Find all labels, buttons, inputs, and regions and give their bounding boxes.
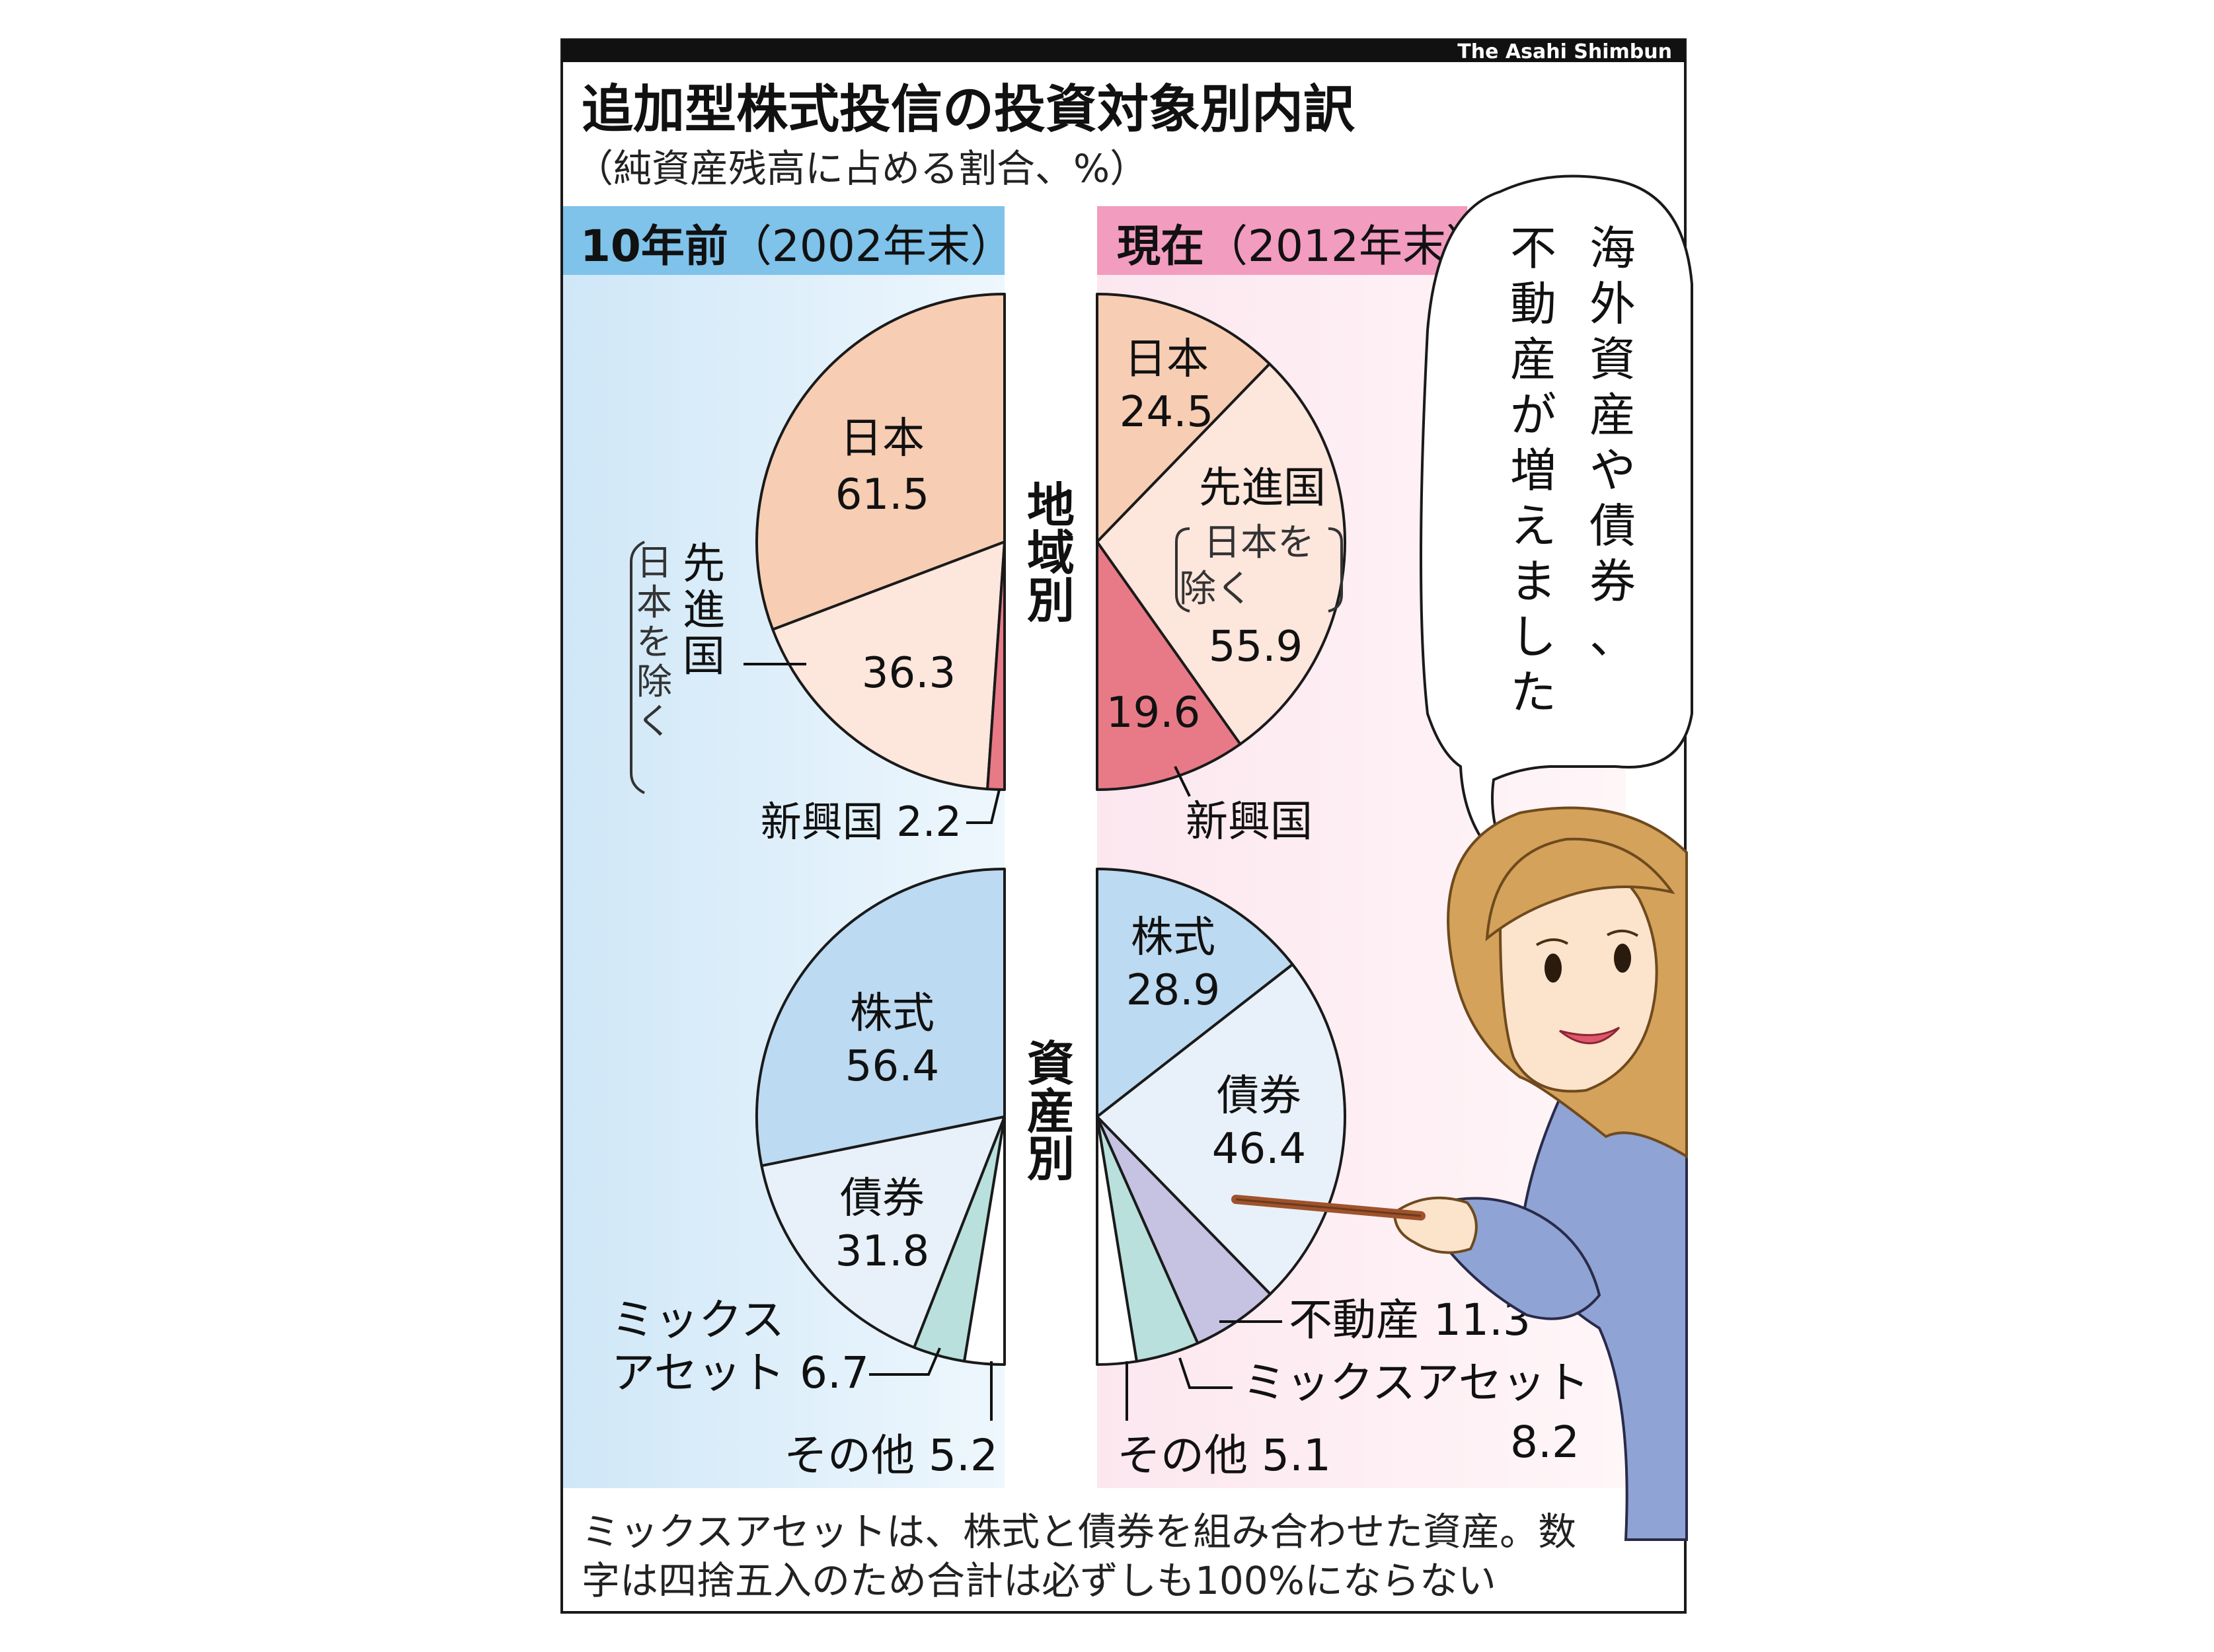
label-2002-developed-value: 36.3 xyxy=(862,649,956,698)
row-label-region-1: 地 xyxy=(1027,478,1075,533)
label-2012-stocks-name: 株式 xyxy=(1131,913,1215,962)
bubble-col2-char-4: 増 xyxy=(1510,443,1556,498)
bracket-2012-note-left xyxy=(1175,527,1190,613)
right-header-bold: 現在 xyxy=(1117,221,1204,272)
slice-pie0-0 xyxy=(755,293,1006,631)
pie-2012-asset xyxy=(1096,868,1346,1367)
label-2012-developed-note-2: 除く xyxy=(1179,568,1253,611)
bracket-2002-note xyxy=(630,541,645,794)
label-2002-developed-name-2: 進 xyxy=(683,586,725,635)
slice-pie2-0 xyxy=(755,868,1006,1168)
label-2012-developed-value: 55.9 xyxy=(1209,622,1303,671)
bubble-col1-char-0: 海 xyxy=(1589,221,1636,276)
bubble-col1-char-7: 、 xyxy=(1589,610,1636,664)
leader-2002-emerging xyxy=(966,789,1001,824)
label-2012-realestate: 不動産 11.3 xyxy=(1289,1295,1531,1345)
label-2012-mixed-value: 8.2 xyxy=(1510,1417,1580,1468)
row-label-asset-1: 資 xyxy=(1027,1036,1075,1092)
slice-pie3-4 xyxy=(1096,1115,1138,1367)
bubble-col1-char-6: 券 xyxy=(1589,554,1636,609)
label-2002-developed-note-3: を xyxy=(636,621,672,663)
slice-pie2-1 xyxy=(760,1115,1006,1349)
label-2002-mixed-value: 6.7 xyxy=(800,1347,869,1398)
row-label-region-2: 域 xyxy=(1027,525,1075,581)
bubble-col2-char-3: が xyxy=(1510,388,1556,442)
label-2012-other: その他 5.1 xyxy=(1117,1430,1331,1481)
leader-2002-mixed xyxy=(869,1347,941,1376)
bubble-col2-char-5: え xyxy=(1510,499,1556,553)
label-2002-stocks-value: 56.4 xyxy=(845,1042,940,1091)
bubble-col2-char-8: た xyxy=(1510,665,1556,720)
pie-2012-region xyxy=(1096,293,1346,791)
leader-2012-mixed xyxy=(1178,1357,1233,1389)
label-2002-other: その他 5.2 xyxy=(784,1430,998,1481)
leader-2012-emerging xyxy=(1174,766,1191,797)
bubble-col1-char-4: や xyxy=(1589,443,1636,498)
bubble-col2-char-6: ま xyxy=(1510,554,1556,609)
bubble-col1-char-5: 債 xyxy=(1589,499,1636,553)
row-label-region-3: 別 xyxy=(1027,573,1075,628)
label-2002-developed-note-4: 除 xyxy=(636,661,672,702)
label-2012-japan-name: 日本 xyxy=(1124,335,1209,384)
label-2012-emerging-value: 19.6 xyxy=(1106,689,1201,737)
label-2012-developed-note-1: 日本を xyxy=(1203,521,1315,564)
row-label-asset-3: 別 xyxy=(1027,1131,1075,1187)
label-2002-developed-note-1: 日 xyxy=(636,542,672,583)
label-2002-bonds-value: 31.8 xyxy=(835,1227,930,1276)
label-2002-developed-note-5: く xyxy=(636,700,672,742)
bubble-col1-char-2: 資 xyxy=(1589,332,1636,387)
label-2002-mixed-name-2: アセット xyxy=(611,1347,785,1398)
slice-pie3-1 xyxy=(1096,963,1346,1296)
label-2012-developed-name: 先進国 xyxy=(1199,464,1326,513)
bubble-col1-char-1: 外 xyxy=(1589,277,1636,331)
label-2002-emerging: 新興国 2.2 xyxy=(761,798,962,846)
slice-pie1-1 xyxy=(1096,362,1346,746)
bubble-col2-char-1: 動 xyxy=(1510,277,1556,331)
bubble-col1-char-3: 産 xyxy=(1589,388,1636,442)
credit: The Asahi Shimbun xyxy=(1457,40,1672,63)
bubble-col2-char-0: 不 xyxy=(1510,221,1556,276)
pie-2002-region xyxy=(755,293,1006,791)
row-label-asset-2: 産 xyxy=(1027,1084,1075,1139)
label-2012-mixed-name: ミックスアセット xyxy=(1242,1357,1589,1408)
label-2002-japan-name: 日本 xyxy=(840,414,925,463)
left-header-background xyxy=(563,206,1005,275)
right-header-background xyxy=(1097,206,1467,275)
chart-subtitle: （純資産残高に占める割合、%） xyxy=(575,146,1148,191)
label-2012-emerging-name: 新興国 xyxy=(1186,798,1313,846)
slice-pie0-1 xyxy=(771,541,1006,791)
label-2012-stocks-value: 28.9 xyxy=(1126,966,1221,1015)
pie-2002-asset xyxy=(755,868,1006,1366)
label-2002-mixed-name-1: ミックス xyxy=(611,1295,784,1345)
right-header: 現在（2012年末） xyxy=(1117,221,1490,272)
label-2002-developed-name-1: 先 xyxy=(683,540,725,589)
label-2002-developed-name-3: 国 xyxy=(683,632,725,681)
label-2002-bonds-name: 債券 xyxy=(840,1174,925,1223)
left-header-bold: 10年前 xyxy=(580,221,728,272)
label-2012-bonds-name: 債券 xyxy=(1217,1072,1301,1121)
label-2002-stocks-name: 株式 xyxy=(850,989,935,1038)
bubble-col2-char-2: 産 xyxy=(1510,332,1556,387)
label-2012-japan-value: 24.5 xyxy=(1120,388,1214,437)
chart-title: 追加型株式投信の投資対象別内訳 xyxy=(582,80,1355,139)
slice-pie1-2 xyxy=(1096,541,1242,791)
slice-pie2-3 xyxy=(963,1115,1006,1366)
slice-pie1-0 xyxy=(1096,293,1271,543)
bracket-2012-note-right xyxy=(1328,527,1343,613)
credit-bar xyxy=(562,40,1685,62)
left-header-rest: （2002年末） xyxy=(728,221,1014,272)
slice-pie3-0 xyxy=(1096,868,1294,1118)
left-header: 10年前（2002年末） xyxy=(580,221,1014,272)
presenter-illustration xyxy=(1231,806,1688,1541)
label-2012-bonds-value: 46.4 xyxy=(1212,1125,1307,1174)
footnote-line-1: ミックスアセットは、株式と債券を組み合わせた資産。数 xyxy=(582,1509,1576,1554)
label-2002-developed-note-2: 本 xyxy=(636,582,672,623)
slice-pie0-2 xyxy=(986,541,1006,791)
label-2002-japan-value: 61.5 xyxy=(835,470,930,519)
bubble-col2-char-7: し xyxy=(1510,610,1556,664)
footnote-line-2: 字は四捨五入のため合計は必ずしも100%にならない xyxy=(582,1558,1496,1603)
